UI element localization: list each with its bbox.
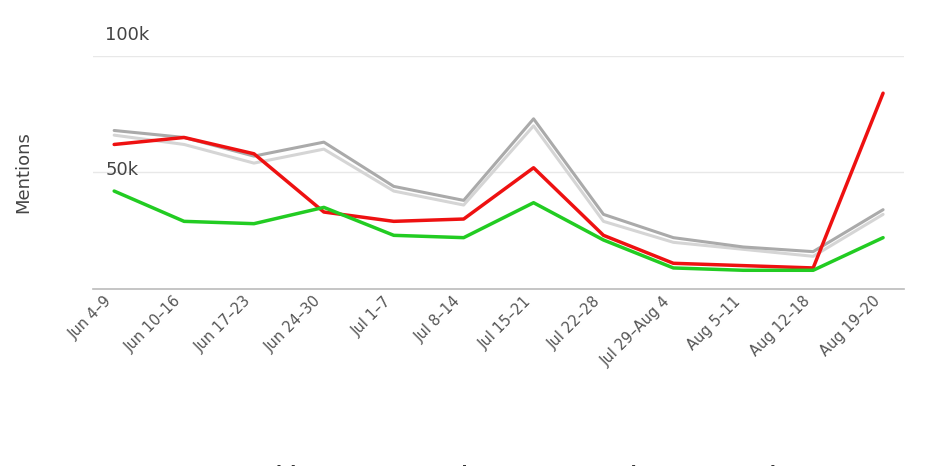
Text: 50k: 50k <box>105 161 139 179</box>
Legend: Positive, Neutral, Not rated, Negative: Positive, Neutral, Not rated, Negative <box>191 458 806 466</box>
Text: 100k: 100k <box>105 26 149 44</box>
Text: Mentions: Mentions <box>14 131 33 213</box>
